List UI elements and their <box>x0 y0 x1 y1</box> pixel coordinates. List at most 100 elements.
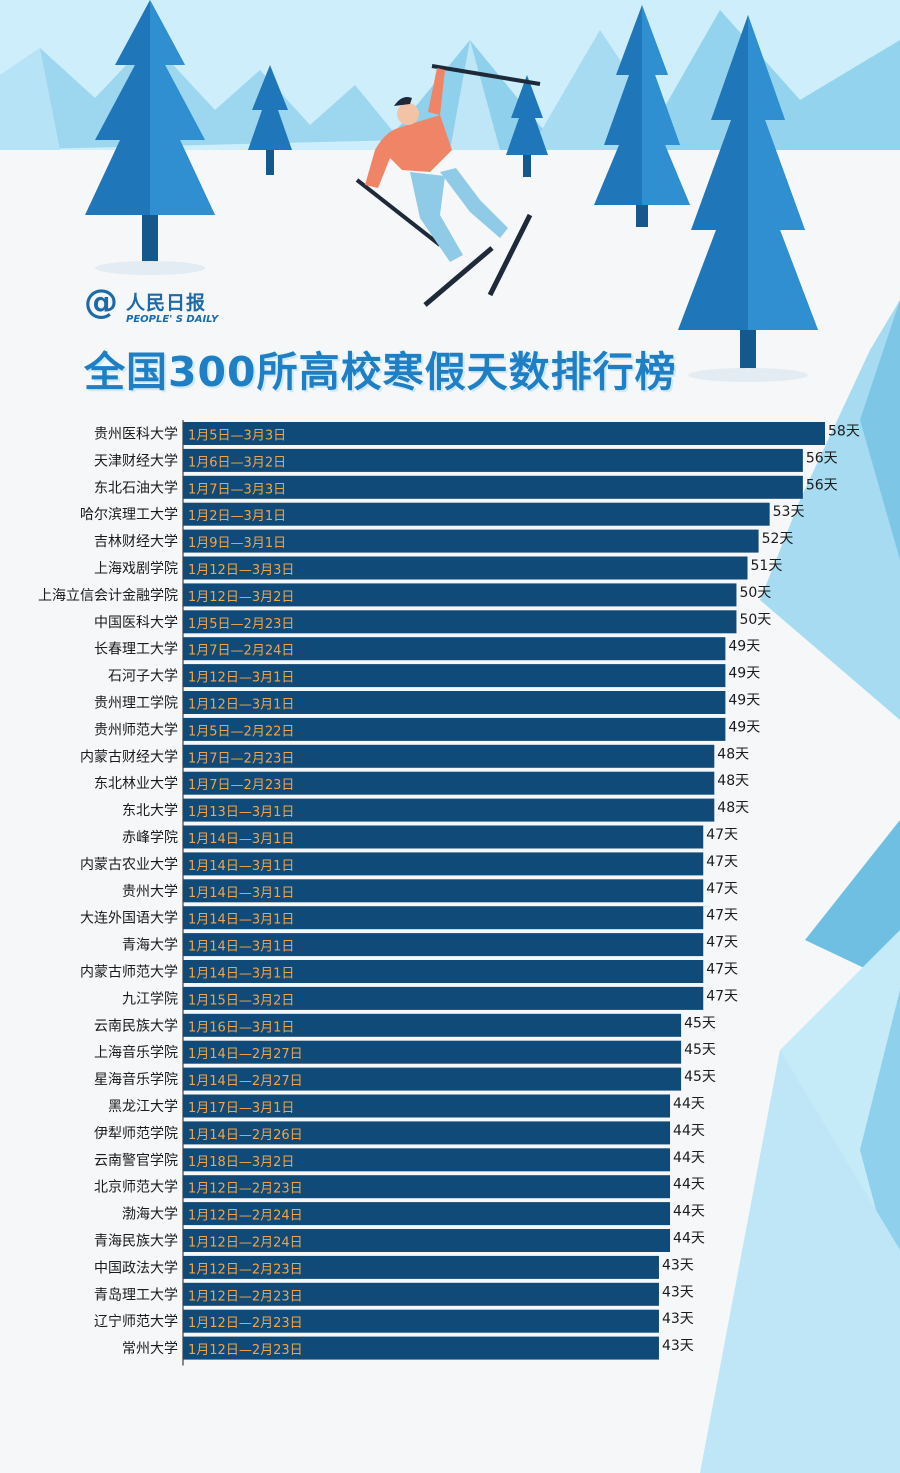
bar-row: 内蒙古农业大学 1月14日—3月1日 47天 <box>80 852 738 876</box>
university-label: 青岛理工大学 <box>94 1287 178 1303</box>
date-range-label: 1月7日—2月23日 <box>188 778 294 793</box>
bar <box>183 744 715 768</box>
bar <box>183 691 726 714</box>
days-value-label: 56天 <box>806 477 838 493</box>
date-range-label: 1月12日—3月2日 <box>188 590 294 605</box>
bar-row: 云南警官学院 1月18日—3月2日 44天 <box>94 1148 705 1172</box>
days-value-label: 45天 <box>684 1042 716 1058</box>
logo-brand: 人民日报 <box>126 292 207 314</box>
university-label: 云南警官学院 <box>94 1153 178 1169</box>
university-label: 长春理工大学 <box>94 642 178 658</box>
university-label: 九江学院 <box>122 991 178 1007</box>
days-value-label: 48天 <box>717 773 749 789</box>
bar <box>183 1094 671 1118</box>
bar <box>183 960 704 983</box>
days-value-label: 58天 <box>828 424 860 440</box>
bar-row: 九江学院 1月15日—3月2日 47天 <box>122 986 738 1010</box>
bar <box>183 637 726 661</box>
university-label: 内蒙古农业大学 <box>80 857 178 873</box>
university-label: 贵州理工学院 <box>94 696 178 712</box>
university-label: 辽宁师范大学 <box>94 1313 178 1330</box>
days-value-label: 45天 <box>684 1069 716 1085</box>
date-range-label: 1月13日—3月1日 <box>188 805 294 820</box>
bar <box>183 529 759 553</box>
date-range-label: 1月14日—2月26日 <box>188 1128 303 1143</box>
university-label: 上海音乐学院 <box>94 1044 178 1061</box>
bar <box>183 475 803 499</box>
bar <box>183 1282 659 1306</box>
date-range-label: 1月5日—2月22日 <box>188 724 294 739</box>
date-range-label: 1月14日—2月27日 <box>188 1074 303 1089</box>
days-value-label: 44天 <box>673 1204 705 1220</box>
days-value-label: 47天 <box>706 962 738 978</box>
bar-row: 北京师范大学 1月12日—2月23日 44天 <box>94 1175 705 1199</box>
days-value-label: 51天 <box>751 558 783 574</box>
university-label: 东北石油大学 <box>94 480 178 496</box>
date-range-label: 1月5日—3月3日 <box>188 429 286 444</box>
date-range-label: 1月12日—3月1日 <box>188 671 294 686</box>
days-value-label: 52天 <box>762 531 794 547</box>
university-label: 中国政法大学 <box>94 1260 178 1276</box>
date-range-label: 1月14日—3月1日 <box>188 967 294 982</box>
bar <box>183 1175 671 1199</box>
days-value-label: 47天 <box>706 988 738 1004</box>
university-label: 常州大学 <box>122 1341 178 1357</box>
bar <box>183 664 726 688</box>
bar <box>183 502 770 526</box>
bar <box>183 717 726 741</box>
date-range-label: 1月6日—3月2日 <box>188 455 286 470</box>
days-value-label: 53天 <box>773 504 805 520</box>
university-label: 东北大学 <box>122 803 178 819</box>
university-label: 星海音乐学院 <box>94 1071 178 1088</box>
bar-row: 青海大学 1月14日—3月1日 47天 <box>122 933 738 957</box>
logo-english: PEOPLE' S DAILY <box>126 314 219 325</box>
date-range-label: 1月14日—2月27日 <box>188 1047 303 1062</box>
bar <box>183 798 715 822</box>
date-range-label: 1月12日—3月3日 <box>188 563 294 578</box>
bar <box>183 583 737 607</box>
university-label: 渤海大学 <box>122 1207 178 1223</box>
bar <box>183 1148 671 1172</box>
days-value-label: 47天 <box>706 854 738 870</box>
days-value-label: 49天 <box>728 719 760 735</box>
university-label: 中国医科大学 <box>94 615 178 631</box>
days-value-label: 47天 <box>706 881 738 897</box>
date-range-label: 1月18日—3月2日 <box>188 1155 294 1170</box>
bar <box>183 1040 682 1064</box>
bar <box>183 1255 659 1279</box>
bar-row: 青岛理工大学 1月12日—2月23日 43天 <box>94 1282 694 1306</box>
page-title: 全国300所高校寒假天数排行榜 <box>84 348 677 396</box>
date-range-label: 1月14日—3月1日 <box>188 886 294 901</box>
bar <box>183 1336 659 1360</box>
bar-row: 渤海大学 1月12日—2月24日 44天 <box>122 1202 705 1226</box>
days-value-label: 44天 <box>673 1150 705 1166</box>
university-label: 哈尔滨理工大学 <box>80 507 178 523</box>
bar <box>183 1067 682 1091</box>
bar-row: 赤峰学院 1月14日—3月1日 47天 <box>122 825 738 849</box>
bar-row: 吉林财经大学 1月9日—3月1日 52天 <box>94 529 794 553</box>
date-range-label: 1月14日—3月1日 <box>188 859 294 874</box>
pine-tree-small-1 <box>248 65 292 175</box>
bar-row: 东北林业大学 1月7日—2月23日 48天 <box>94 771 749 795</box>
bar-row: 长春理工大学 1月7日—2月24日 49天 <box>94 637 760 661</box>
university-label: 青海民族大学 <box>94 1234 178 1250</box>
days-value-label: 56天 <box>806 450 838 466</box>
date-range-label: 1月12日—2月24日 <box>188 1236 303 1251</box>
pine-tree-left <box>85 0 215 275</box>
pine-tree-small-2 <box>506 75 548 177</box>
bar <box>183 906 704 930</box>
bar-row: 天津财经大学 1月6日—3月2日 56天 <box>94 448 838 472</box>
days-value-label: 45天 <box>684 1015 716 1031</box>
bar <box>183 1202 671 1226</box>
bar-row: 上海立信会计金融学院 1月12日—3月2日 50天 <box>38 583 771 607</box>
bar-row: 内蒙古财经大学 1月7日—2月23日 48天 <box>80 744 749 768</box>
date-range-label: 1月14日—3月1日 <box>188 940 294 955</box>
bar-row: 常州大学 1月12日—2月23日 43天 <box>122 1336 694 1360</box>
days-value-label: 49天 <box>728 639 760 655</box>
date-range-label: 1月5日—2月23日 <box>188 617 294 632</box>
date-range-label: 1月12日—2月24日 <box>188 1209 303 1224</box>
skier-figure <box>355 64 541 307</box>
bar <box>183 556 748 580</box>
university-label: 石河子大学 <box>108 669 178 685</box>
bar <box>183 1309 659 1333</box>
